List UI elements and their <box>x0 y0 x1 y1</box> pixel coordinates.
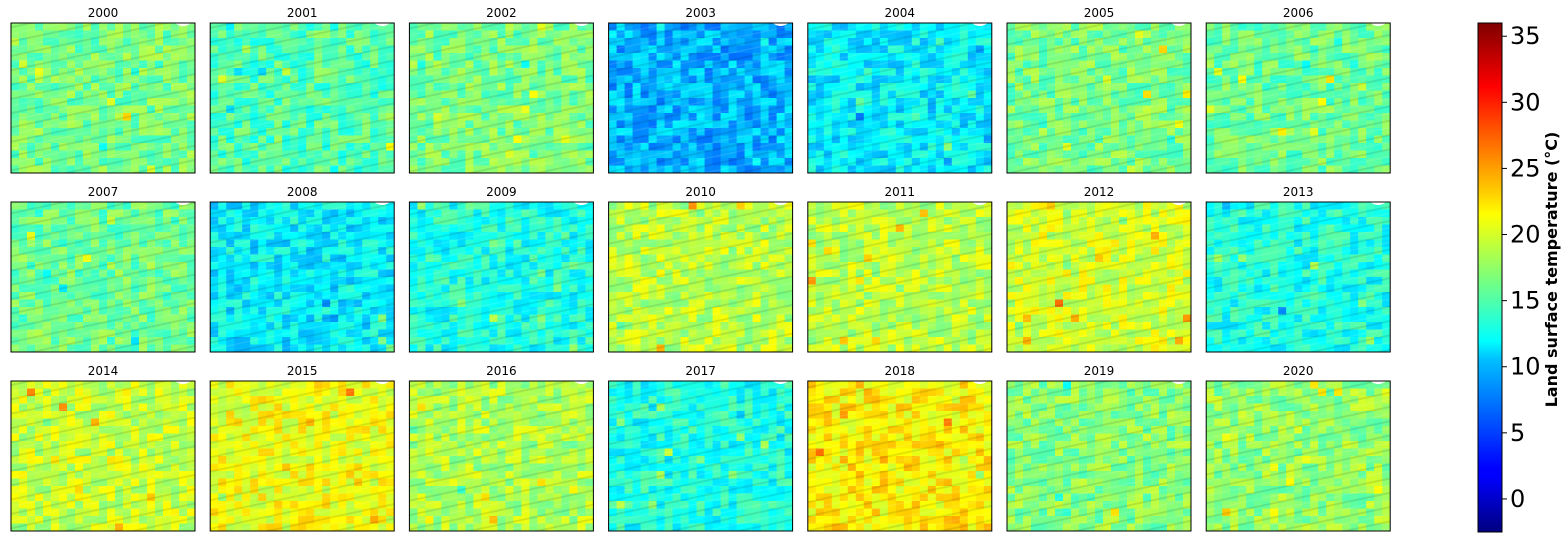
panel-frame <box>10 201 196 353</box>
panels-layer: 2000 2001 2002 2003 2004 2005 2006 2007 2008 2009… <box>10 6 1391 532</box>
panel-2013: 2013 <box>1205 185 1391 353</box>
panel-title: 2014 <box>88 364 119 378</box>
panel-title: 2012 <box>1084 185 1115 199</box>
panel-frame <box>408 22 594 174</box>
panel-frame <box>10 22 196 174</box>
panel-frame <box>209 380 395 532</box>
panel-title: 2018 <box>885 364 916 378</box>
panel-2020: 2020 <box>1205 364 1391 532</box>
panel-heatmap <box>1007 202 1191 352</box>
panel-2016: 2016 <box>408 364 594 532</box>
panel-heatmap <box>409 202 594 352</box>
panel-title: 2009 <box>486 185 517 199</box>
panel-heatmap <box>807 381 992 531</box>
panel-heatmap <box>1007 381 1191 531</box>
panel-heatmap <box>409 23 594 173</box>
panel-title: 2011 <box>885 185 916 199</box>
panel-2008: 2008 <box>209 185 395 353</box>
panel-2011: 2011 <box>807 185 993 353</box>
colorbar: 0 5 10 15 20 25 30 35 Land surface temperature (… <box>1477 22 1561 533</box>
panel-2000: 2000 <box>10 6 196 174</box>
panel-title: 2010 <box>685 185 716 199</box>
colorbar-tick-label: 15 <box>1510 287 1541 315</box>
colorbar-tick-label: 35 <box>1510 22 1541 50</box>
panel-heatmap <box>210 381 395 531</box>
panel-heatmap <box>1206 202 1391 352</box>
colorbar-tick-label: 10 <box>1510 353 1541 381</box>
colorbar-tick-label: 5 <box>1510 419 1525 447</box>
panel-frame <box>807 380 993 532</box>
panel-2004: 2004 <box>807 6 993 174</box>
panel-2012: 2012 <box>1006 185 1192 353</box>
panel-title: 2005 <box>1084 6 1115 20</box>
panel-2010: 2010 <box>608 185 794 353</box>
panel-title: 2015 <box>287 364 318 378</box>
panel-heatmap <box>210 23 395 173</box>
panel-2001: 2001 <box>209 6 395 174</box>
panel-title: 2020 <box>1283 364 1314 378</box>
panel-title: 2017 <box>685 364 716 378</box>
panel-frame <box>209 22 395 174</box>
panel-frame <box>608 22 794 174</box>
colorbar-tick-label: 20 <box>1510 221 1541 249</box>
panel-frame <box>408 380 594 532</box>
panel-2014: 2014 <box>10 364 196 532</box>
panel-frame <box>1205 380 1391 532</box>
panel-frame <box>1205 22 1391 174</box>
panel-title: 2003 <box>685 6 716 20</box>
panel-2018: 2018 <box>807 364 993 532</box>
panel-heatmap <box>11 381 195 531</box>
panel-2003: 2003 <box>608 6 794 174</box>
panel-frame <box>1205 201 1391 353</box>
panel-frame <box>1006 22 1192 174</box>
colorbar-tick-label: 30 <box>1510 88 1541 116</box>
panel-title: 2000 <box>88 6 119 20</box>
panel-heatmap <box>1007 23 1191 173</box>
panel-frame <box>807 201 993 353</box>
panel-heatmap <box>608 23 793 173</box>
panel-title: 2013 <box>1283 185 1314 199</box>
panel-2019: 2019 <box>1006 364 1192 532</box>
panel-2002: 2002 <box>408 6 594 174</box>
panel-title: 2019 <box>1084 364 1115 378</box>
panel-2007: 2007 <box>10 185 196 353</box>
panel-heatmap <box>608 202 793 352</box>
panel-title: 2004 <box>885 6 916 20</box>
panel-title: 2002 <box>486 6 517 20</box>
panel-heatmap <box>807 202 992 352</box>
panel-frame <box>807 22 993 174</box>
panel-heatmap <box>1206 23 1391 173</box>
panel-2009: 2009 <box>408 185 594 353</box>
panel-heatmap <box>409 381 594 531</box>
panel-frame <box>209 201 395 353</box>
colorbar-tick-label: 25 <box>1510 154 1541 182</box>
panel-2006: 2006 <box>1205 6 1391 174</box>
panel-heatmap <box>11 202 195 352</box>
colorbar-gradient <box>1477 22 1503 533</box>
panel-title: 2007 <box>88 185 119 199</box>
panel-frame <box>608 380 794 532</box>
panel-frame <box>608 201 794 353</box>
panel-2015: 2015 <box>209 364 395 532</box>
panel-heatmap <box>210 202 395 352</box>
colorbar-tick-label: 0 <box>1510 485 1525 513</box>
panel-frame <box>10 380 196 532</box>
panel-title: 2008 <box>287 185 318 199</box>
panel-frame <box>1006 201 1192 353</box>
panel-frame <box>1006 380 1192 532</box>
panel-heatmap <box>1206 381 1391 531</box>
colorbar-label: Land surface temperature (°C) <box>1542 132 1561 408</box>
panel-heatmap <box>807 23 992 173</box>
panel-title: 2001 <box>287 6 318 20</box>
panel-frame <box>408 201 594 353</box>
panel-heatmap <box>11 23 195 173</box>
panel-heatmap <box>608 381 793 531</box>
panel-2017: 2017 <box>608 364 794 532</box>
panel-2005: 2005 <box>1006 6 1192 174</box>
panel-title: 2016 <box>486 364 517 378</box>
panel-title: 2006 <box>1283 6 1314 20</box>
